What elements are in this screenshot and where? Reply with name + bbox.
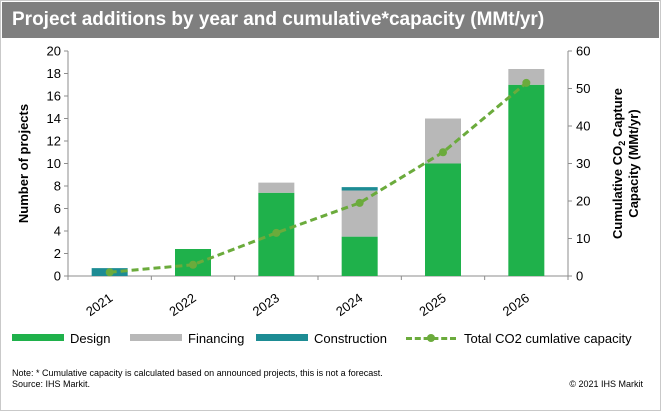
y-tick-label: 12 (47, 134, 61, 149)
y-tick-label: 8 (54, 179, 61, 194)
y2-tick-label: 40 (576, 119, 590, 134)
y2-axis-title-line2: Capacity (MMt/yr) (626, 109, 641, 217)
source-text: Source: IHS Markit. (12, 379, 91, 389)
y-tick-label: 14 (47, 111, 61, 126)
y-axis-title: Number of projects (16, 104, 31, 223)
x-tick-label: 2023 (250, 290, 282, 319)
y2-axis-title-line1: Cumulative CO2 Capture (610, 88, 627, 239)
legend-label-design: Design (70, 331, 111, 346)
legend-label-construction: Construction (314, 331, 387, 346)
bar-construction-2024 (341, 187, 378, 191)
y-tick-label: 20 (47, 44, 61, 59)
bar-design-2025 (425, 163, 461, 276)
y-tick-label: 18 (47, 66, 61, 81)
legend-label-line: Total CO2 cumlative capacity (464, 331, 632, 346)
bar-financing-2026 (508, 69, 545, 85)
y2-tick-label: 50 (576, 81, 590, 96)
legend-swatch-construction (256, 334, 308, 341)
y2-tick-label: 20 (576, 194, 590, 209)
footnote: Note: * Cumulative capacity is calculate… (12, 368, 383, 378)
x-tick-label: 2021 (83, 290, 115, 319)
x-tick-label: 2025 (416, 290, 448, 319)
bar-financing-2024 (341, 190, 378, 237)
line-point-2025 (439, 148, 447, 157)
line-point-2026 (522, 78, 531, 87)
legend-swatch-design (12, 334, 64, 341)
y-tick-label: 2 (54, 246, 61, 261)
line-cumulative-capacity (109, 81, 528, 274)
line-point-2024 (355, 198, 364, 207)
x-tick-label: 2026 (500, 290, 532, 319)
y-tick-label: 16 (47, 89, 61, 104)
legend-label-financing: Financing (188, 331, 245, 346)
bar-design-2026 (508, 84, 545, 276)
y-tick-label: 0 (54, 269, 61, 284)
line-point-2023 (272, 228, 281, 237)
y-tick-label: 4 (54, 224, 61, 239)
legend-dot-sample (427, 334, 435, 342)
bar-design-2024 (341, 236, 378, 276)
line-point-2021 (105, 268, 114, 277)
y-tick-label: 6 (54, 201, 61, 216)
copyright-text: © 2021 IHS Markit (569, 379, 643, 389)
chart-title: Project additions by year and cumulative… (12, 9, 545, 30)
legend-swatch-financing (130, 334, 182, 341)
y2-tick-label: 60 (576, 44, 590, 59)
x-tick-label: 2022 (166, 290, 198, 319)
y2-tick-label: 10 (576, 231, 590, 246)
bar-financing-2023 (258, 182, 295, 193)
x-tick-label: 2024 (333, 290, 365, 319)
y2-tick-label: 0 (576, 269, 583, 284)
line-point-2022 (189, 260, 197, 269)
title-bar: Project additions by year and cumulative… (2, 2, 659, 38)
y2-tick-label: 30 (576, 156, 590, 171)
y-tick-label: 10 (47, 156, 61, 171)
